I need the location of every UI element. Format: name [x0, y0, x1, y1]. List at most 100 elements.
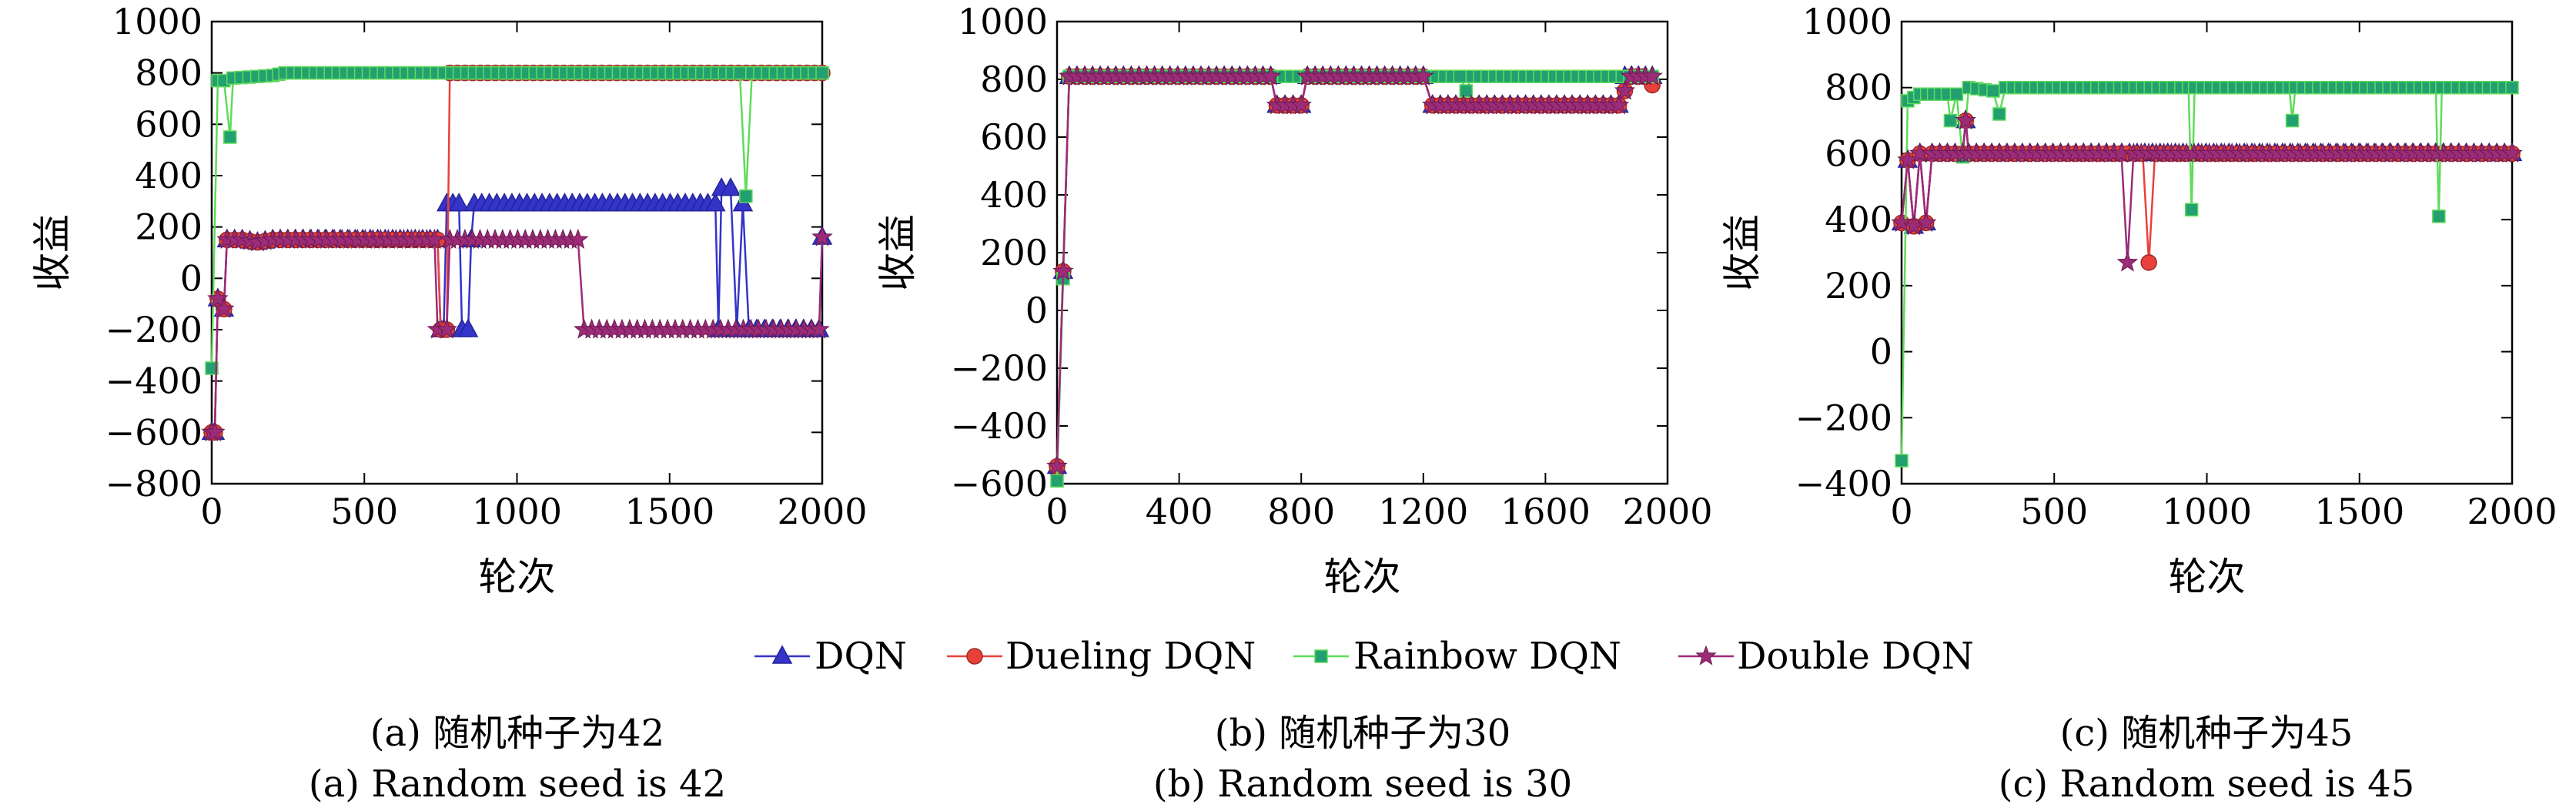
series-line [210, 72, 822, 369]
legend-marker [1314, 649, 1328, 663]
data-point [2501, 142, 2523, 163]
y-tick-label: −600 [105, 411, 202, 453]
caption-cn: (b) 随机种子为30 [1215, 712, 1511, 755]
data-point [207, 287, 229, 308]
data-point [2285, 113, 2300, 128]
legend-label: Dueling DQN [1005, 635, 1256, 678]
y-tick-label: 400 [1825, 199, 1892, 240]
y-tick-label: 1000 [958, 1, 1048, 42]
data-point [1943, 113, 1958, 128]
series-line [1055, 75, 1653, 481]
series-rainbow-dqn [1895, 80, 2519, 468]
data-point [808, 318, 830, 339]
data-point [815, 65, 829, 80]
x-tick-label: 1000 [472, 491, 562, 532]
chart-panel-2: 0 400 800 1200 1600 2000 −600 −400 −200 0 200 400 60… [875, 1, 1713, 806]
series-line [212, 72, 822, 434]
data-point [1895, 454, 1909, 468]
series-double-dqn [201, 226, 833, 442]
data-point [1641, 65, 1663, 85]
plot-frame [1900, 20, 2514, 485]
series-dueling-dqn [1893, 112, 2521, 271]
y-tick-label: −800 [105, 463, 202, 505]
y-tick-label: −200 [1795, 397, 1892, 438]
data-point [567, 228, 589, 250]
data-point [811, 226, 833, 246]
y-axis-label: 收益 [875, 214, 920, 291]
x-tick-label: 0 [1890, 491, 1912, 532]
data-point [223, 130, 237, 144]
data-point [739, 189, 753, 203]
legend-marker [966, 648, 983, 665]
data-point [720, 177, 741, 196]
series-line [1900, 120, 2512, 263]
caption-cn: (a) 随机种子为42 [370, 712, 664, 755]
y-tick-label: −200 [105, 309, 202, 350]
y-tick-label: −400 [1795, 463, 1892, 505]
y-tick-label: 0 [180, 257, 202, 299]
y-tick-label: 0 [1870, 331, 1892, 373]
data-point [1897, 149, 1919, 169]
x-tick-label: 2000 [2467, 491, 2557, 532]
data-point [733, 65, 747, 80]
data-point [2116, 251, 2139, 272]
data-point [448, 193, 470, 212]
series-line [1055, 75, 1653, 467]
x-tick-label: 2000 [1622, 491, 1712, 532]
y-tick-label: 600 [135, 103, 202, 145]
data-point [1052, 260, 1074, 281]
x-tick-label: 1500 [2314, 491, 2404, 532]
x-tick-label: 400 [1146, 491, 1213, 532]
x-axis-label: 轮次 [2169, 555, 2246, 599]
data-point [2184, 203, 2199, 217]
y-tick-label: −200 [951, 347, 1048, 389]
legend-marker [1695, 645, 1717, 666]
chart-panel-3: 0 500 1000 1500 2000 −400 −200 0 200 400 600 800 100… [1720, 1, 2558, 806]
caption-en: (b) Random seed is 30 [1153, 763, 1572, 806]
data-point [1413, 65, 1434, 85]
data-point [457, 318, 479, 337]
x-tick-label: 500 [2020, 491, 2088, 532]
data-point [1915, 211, 1937, 233]
plot-frame [210, 20, 824, 485]
x-tick-label: 800 [1267, 491, 1335, 532]
series-line [1900, 120, 2512, 226]
data-point [204, 421, 226, 442]
data-point [1614, 79, 1636, 100]
series-dueling-dqn [203, 64, 831, 441]
series-dqn [1046, 65, 1663, 474]
x-tick-label: 1600 [1500, 491, 1591, 532]
data-point [1986, 84, 2000, 98]
data-point [704, 193, 726, 212]
series-rainbow-dqn [205, 65, 829, 375]
caption-cn: (c) 随机种子为45 [2060, 712, 2354, 755]
y-tick-label: 200 [1825, 265, 1892, 307]
y-tick-label: 200 [980, 232, 1048, 273]
legend-entry-rainbow-dqn: Rainbow DQN [1293, 635, 1621, 678]
y-tick-label: 200 [135, 206, 202, 248]
y-tick-label: −600 [951, 463, 1048, 505]
legend-label: DQN [815, 635, 907, 678]
x-tick-label: 0 [200, 491, 222, 532]
chart-panel-1: 0 500 1000 1500 2000 −800 −600 −400 −200 0 200 400 6… [30, 1, 868, 806]
legend-marker [771, 645, 793, 664]
data-point [1955, 109, 1976, 130]
legend-label: Double DQN [1737, 635, 1974, 678]
series-line [1055, 75, 1654, 467]
y-tick-label: 600 [1825, 132, 1892, 174]
y-tick-label: 800 [980, 59, 1048, 100]
legend-entry-dueling-dqn: Dueling DQN [947, 635, 1256, 678]
series-line [212, 187, 824, 434]
data-point [1453, 69, 1467, 83]
y-tick-label: −400 [105, 360, 202, 402]
x-tick-label: 2000 [777, 491, 867, 532]
data-point [2505, 80, 2519, 95]
x-axis-label: 轮次 [479, 555, 556, 599]
series-dqn [201, 177, 833, 441]
y-tick-label: 400 [980, 174, 1048, 216]
plot-frame [1055, 20, 1669, 485]
x-tick-label: 1000 [2162, 491, 2252, 532]
x-tick-label: 1500 [624, 491, 714, 532]
series-double-dqn [1891, 109, 2523, 272]
